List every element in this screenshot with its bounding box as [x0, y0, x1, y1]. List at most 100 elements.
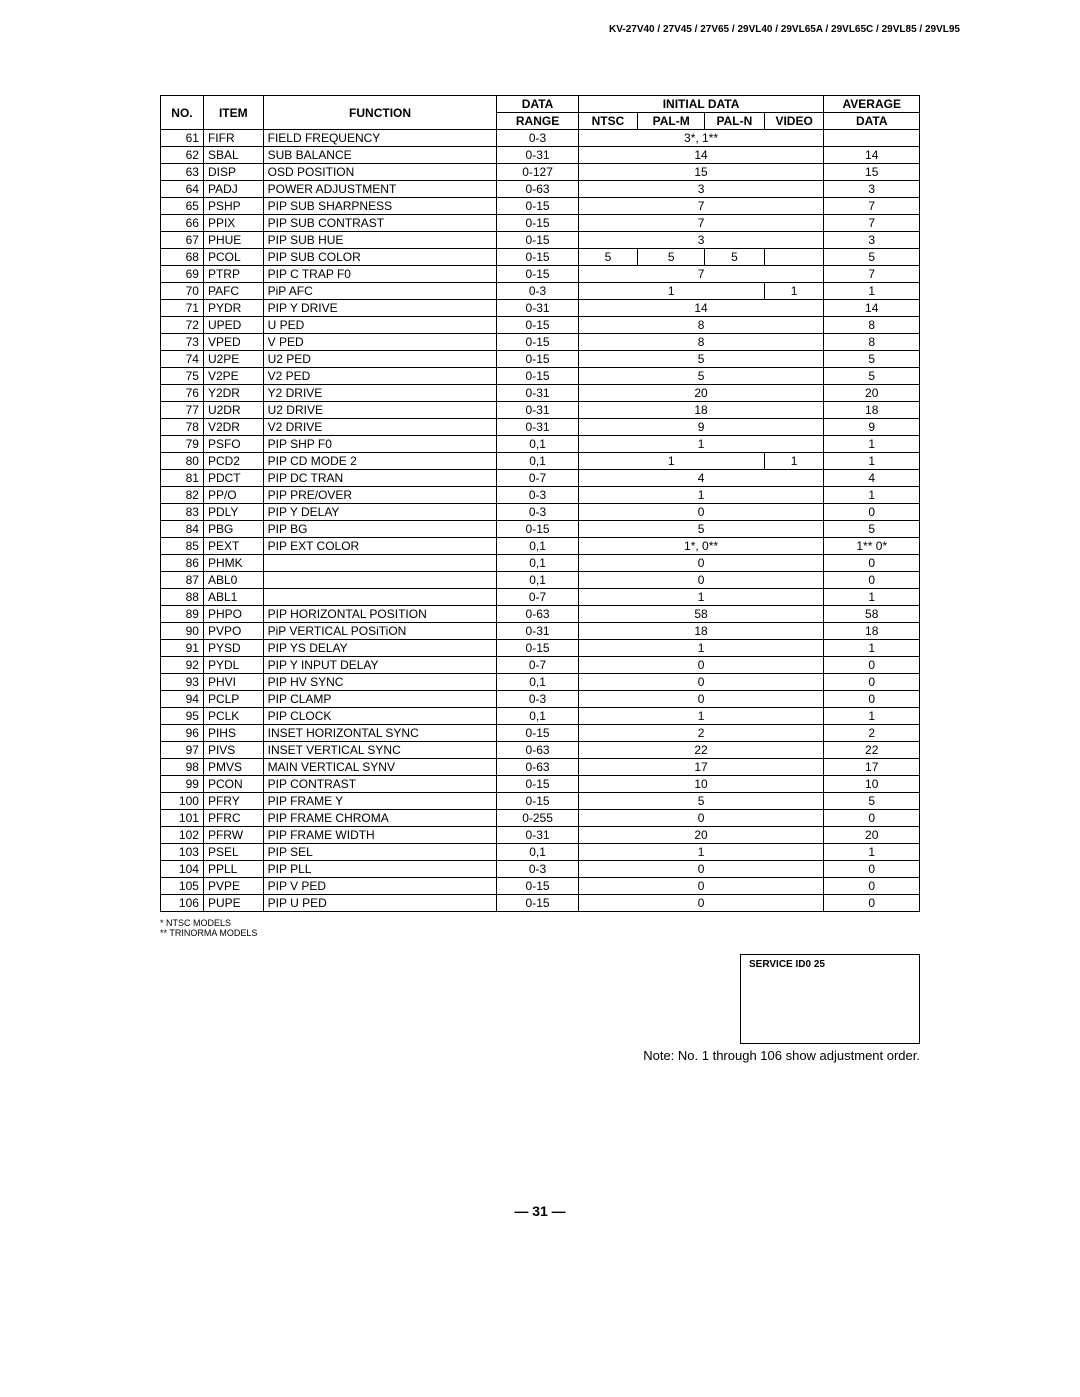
cell-initial-merged: 7 [578, 215, 824, 232]
table-row: 86PHMK0,100 [161, 555, 920, 572]
cell-initial-merged: 1 [578, 640, 824, 657]
cell-average: 17 [824, 759, 920, 776]
cell-range: 0-63 [497, 606, 578, 623]
table-row: 105PVPEPIP V PED0-1500 [161, 878, 920, 895]
cell-item: DISP [203, 164, 263, 181]
page: KV-27V40 / 27V45 / 27V65 / 29VL40 / 29VL… [0, 0, 1080, 1259]
cell-item: PSFO [203, 436, 263, 453]
cell-average: 0 [824, 555, 920, 572]
cell-item: PTRP [203, 266, 263, 283]
cell-average: 0 [824, 878, 920, 895]
cell-initial-merged: 14 [578, 300, 824, 317]
service-box: SERVICE ID0 25 [740, 954, 920, 1044]
cell-average: 0 [824, 657, 920, 674]
cell-range: 0-3 [497, 487, 578, 504]
cell-no: 85 [161, 538, 204, 555]
cell-average: 18 [824, 402, 920, 419]
cell-initial-merged: 5 [578, 368, 824, 385]
cell-function [263, 555, 497, 572]
cell-average: 5 [824, 793, 920, 810]
cell-item: VPED [203, 334, 263, 351]
cell-item: PIVS [203, 742, 263, 759]
data-table: NO. ITEM FUNCTION DATA INITIAL DATA AVER… [160, 95, 920, 912]
cell-initial-merged: 1*, 0** [578, 538, 824, 555]
cell-function: POWER ADJUSTMENT [263, 181, 497, 198]
table-row: 76Y2DRY2 DRIVE0-312020 [161, 385, 920, 402]
hdr-avg-bot: DATA [824, 113, 920, 130]
cell-initial-merged: 0 [578, 657, 824, 674]
cell-initial-merged: 1 [578, 487, 824, 504]
cell-initial-merged: 0 [578, 878, 824, 895]
cell-function: PIP PRE/OVER [263, 487, 497, 504]
table-row: 75V2PEV2 PED0-1555 [161, 368, 920, 385]
cell-item: PBG [203, 521, 263, 538]
cell-average: 10 [824, 776, 920, 793]
cell-item: PDCT [203, 470, 263, 487]
cell-range: 0-7 [497, 470, 578, 487]
cell-no: 88 [161, 589, 204, 606]
cell-initial-merged: 58 [578, 606, 824, 623]
cell-average: 5 [824, 521, 920, 538]
table-row: 78V2DRV2 DRIVE0-3199 [161, 419, 920, 436]
table-row: 88ABL10-711 [161, 589, 920, 606]
cell-initial-merged: 18 [578, 623, 824, 640]
table-row: 101PFRCPIP FRAME CHROMA0-25500 [161, 810, 920, 827]
table-row: 102PFRWPIP FRAME WIDTH0-312020 [161, 827, 920, 844]
table-row: 87ABL00,100 [161, 572, 920, 589]
cell-range: 0,1 [497, 572, 578, 589]
cell-no: 74 [161, 351, 204, 368]
cell-item: PFRY [203, 793, 263, 810]
cell-range: 0-31 [497, 385, 578, 402]
cell-no: 70 [161, 283, 204, 300]
cell-initial-merged: 0 [578, 691, 824, 708]
cell-initial-merged: 3 [578, 232, 824, 249]
cell-range: 0-15 [497, 640, 578, 657]
cell-average: 0 [824, 572, 920, 589]
cell-average: 0 [824, 895, 920, 912]
cell-range: 0-3 [497, 691, 578, 708]
cell-item: PCOL [203, 249, 263, 266]
cell-function [263, 589, 497, 606]
cell-no: 78 [161, 419, 204, 436]
cell-no: 82 [161, 487, 204, 504]
cell-function: INSET HORIZONTAL SYNC [263, 725, 497, 742]
footnotes: * NTSC MODELS ** TRINORMA MODELS [160, 918, 920, 938]
table-row: 68PCOLPIP SUB COLOR0-155555 [161, 249, 920, 266]
cell-range: 0-15 [497, 334, 578, 351]
cell-initial-merged: 8 [578, 317, 824, 334]
table-row: 72UPEDU PED0-1588 [161, 317, 920, 334]
cell-video [764, 249, 824, 266]
cell-initial-merged3: 1 [578, 453, 764, 470]
table-body: 61FIFRFIELD FREQUENCY0-33*, 1**62SBALSUB… [161, 130, 920, 912]
cell-item: V2PE [203, 368, 263, 385]
cell-average: 2 [824, 725, 920, 742]
cell-item: PMVS [203, 759, 263, 776]
cell-palm: 5 [638, 249, 705, 266]
cell-range: 0,1 [497, 844, 578, 861]
cell-item: PPLL [203, 861, 263, 878]
cell-initial-merged: 5 [578, 351, 824, 368]
cell-average: 7 [824, 266, 920, 283]
cell-item: PCD2 [203, 453, 263, 470]
cell-average: 5 [824, 368, 920, 385]
cell-average: 0 [824, 674, 920, 691]
cell-no: 90 [161, 623, 204, 640]
cell-item: PCLP [203, 691, 263, 708]
cell-function: PiP AFC [263, 283, 497, 300]
table-row: 99PCONPIP CONTRAST0-151010 [161, 776, 920, 793]
table-row: 67PHUEPIP SUB HUE0-1533 [161, 232, 920, 249]
cell-function: PIP FRAME WIDTH [263, 827, 497, 844]
cell-function: INSET VERTICAL SYNC [263, 742, 497, 759]
cell-video: 1 [764, 453, 824, 470]
cell-range: 0-15 [497, 368, 578, 385]
cell-initial-merged: 0 [578, 555, 824, 572]
cell-no: 91 [161, 640, 204, 657]
cell-range: 0-15 [497, 215, 578, 232]
cell-no: 65 [161, 198, 204, 215]
cell-average: 3 [824, 181, 920, 198]
cell-initial-merged: 17 [578, 759, 824, 776]
cell-no: 68 [161, 249, 204, 266]
hdr-palm: PAL-M [638, 113, 705, 130]
cell-item: PUPE [203, 895, 263, 912]
cell-range: 0-63 [497, 742, 578, 759]
